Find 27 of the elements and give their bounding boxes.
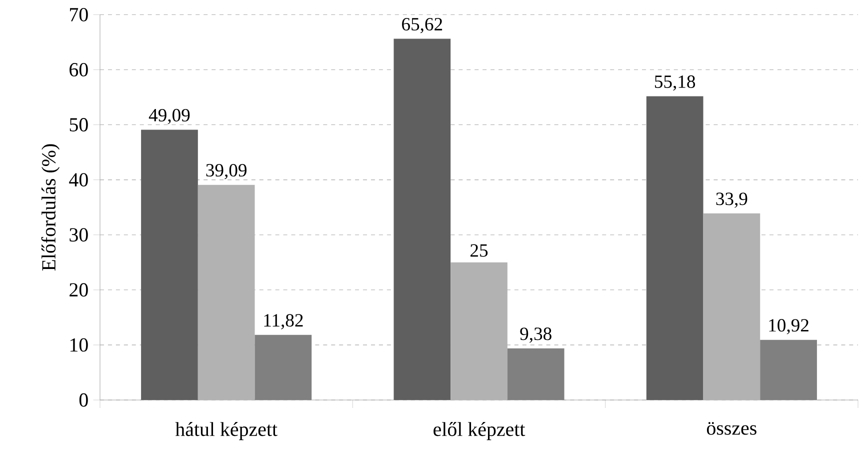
y-tick-label: 20 [70, 283, 88, 297]
data-label: 55,18 [654, 75, 696, 91]
bar [254, 334, 312, 400]
y-tick-label: 10 [70, 338, 88, 352]
bar [507, 348, 564, 400]
x-tick-label: hátul képzett [175, 422, 278, 440]
data-label: 25 [470, 244, 488, 257]
y-tick-label: 70 [70, 8, 88, 22]
y-axis-title: Előfordulás (%) [41, 144, 60, 271]
data-label: 9,38 [520, 328, 552, 343]
x-tick-label: összes [706, 422, 756, 435]
data-label: 39,09 [206, 164, 246, 180]
data-label: 11,82 [264, 314, 303, 330]
data-label: 49,09 [148, 108, 190, 124]
bar [760, 340, 817, 400]
y-tick-label: 40 [69, 173, 88, 187]
y-tick-label: 30 [70, 228, 88, 242]
y-tick-label: 50 [70, 118, 88, 132]
y-tick-label: 0 [79, 393, 88, 407]
bar [646, 96, 704, 400]
data-label: 33,9 [716, 192, 748, 208]
bar [394, 38, 451, 400]
x-tick-label: elől képzett [434, 422, 526, 440]
bar [141, 130, 198, 400]
data-label: 65,62 [402, 18, 442, 34]
data-label: 10,92 [769, 319, 808, 334]
y-tick-label: 60 [70, 62, 88, 76]
